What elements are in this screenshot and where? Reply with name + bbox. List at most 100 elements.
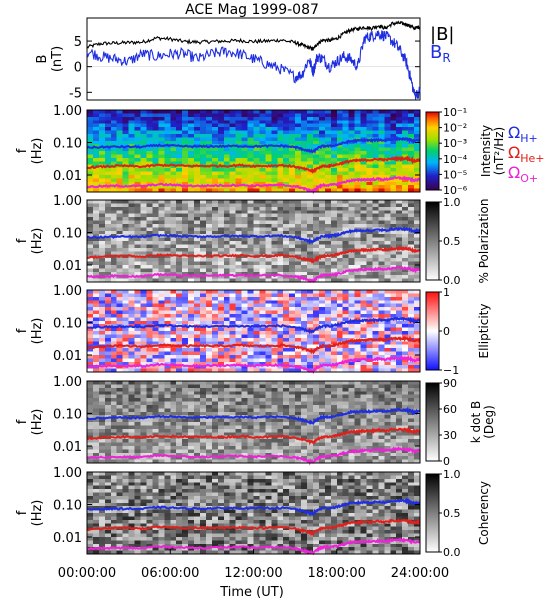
heatmap-cell [176,116,183,121]
heatmap-cell [372,334,379,339]
heatmap-cell [92,348,100,352]
heatmap-cell [378,278,385,283]
heatmap-cell [402,365,409,369]
heatmap-cell [229,432,237,437]
heatmap-cell [366,203,373,208]
heatmap-cell [134,351,141,356]
heatmap-cell [134,220,141,225]
heatmap-cell [265,168,272,172]
heatmap-cell [330,300,338,305]
heatmap-cell [199,391,207,396]
heatmap-cell [128,247,135,252]
heatmap-cell [277,387,284,392]
heatmap-cell [312,251,320,256]
heatmap-cell [211,341,219,346]
heatmap-cell [330,116,338,121]
heatmap-cell [396,181,403,186]
heatmap-cell [104,200,112,204]
heatmap-cell [146,351,153,356]
heatmap-cell [259,220,266,225]
heatmap-cell [170,459,177,464]
heatmap-cell [211,449,219,454]
heatmap-cell [98,168,106,172]
heatmap-cell [235,331,243,335]
heatmap-cell [378,210,385,215]
heatmap-cell [360,307,367,311]
heatmap-cell [283,401,290,406]
heatmap-cell [128,348,135,352]
heatmap-cell [336,123,344,128]
heatmap-cell [223,411,231,416]
heatmap-cell [194,237,201,242]
heatmap-cell [366,113,373,118]
heatmap-cell [414,296,421,301]
heatmap-cell [164,348,171,352]
heatmap-cell [259,351,266,356]
heatmap-cell [164,110,171,114]
heatmap-cell [229,456,237,460]
heatmap-cell [366,324,373,328]
heatmap-cell [378,258,385,262]
heatmap-cell [211,290,219,294]
heatmap-cell [152,181,159,186]
heatmap-cell [265,110,272,114]
heatmap-cell [307,137,314,142]
heatmap-cell [152,348,159,352]
heatmap-cell [194,268,201,273]
heatmap-cell [211,358,219,363]
heatmap-cell [318,268,326,273]
heatmap-cell [366,331,373,335]
heatmap-cell [289,303,296,308]
heatmap-cell [140,220,147,225]
heatmap-cell [170,452,177,457]
heatmap-cell [342,127,350,131]
heatmap-cell [408,133,415,138]
heatmap-cell [122,185,130,189]
heatmap-cell [295,241,302,245]
heatmap-cell [98,331,106,335]
heatmap-cell [116,351,124,356]
heatmap-cell [378,268,385,273]
heatmap-cell [146,404,153,409]
heatmap-cell [307,358,314,363]
heatmap-cell [205,368,213,373]
heatmap-cell [336,290,344,294]
heatmap-cell [289,110,296,114]
heatmap-cell [194,217,201,221]
heatmap-cell [217,358,225,363]
heatmap-cell [330,275,338,279]
heatmap-cell [414,181,421,186]
heatmap-cell [283,227,290,232]
heatmap-cell [152,140,159,145]
heatmap-cell [342,296,350,301]
heatmap-cell [194,449,201,454]
heatmap-cell [402,307,409,311]
heatmap-cell [223,290,231,294]
heatmap-cell [241,247,248,252]
heatmap-cell [87,331,94,335]
heatmap-cell [348,144,355,148]
heatmap-cell [140,439,147,443]
heatmap-cell [92,113,100,118]
heatmap-cell [87,217,94,221]
heatmap-cell [241,408,248,413]
heatmap-cell [229,278,237,283]
heatmap-cell [104,442,112,447]
heatmap-cell [104,300,112,305]
heatmap-cell [182,408,189,413]
heatmap-cell [283,127,290,131]
heatmap-cell [360,154,367,159]
b-series-magnitude [86,20,421,51]
heatmap-cell [182,387,189,392]
heatmap-cell [158,398,165,402]
heatmap-cell [277,354,284,359]
heatmap-cell [354,206,361,211]
heatmap-cell [241,133,248,138]
heatmap-cell [182,181,189,186]
heatmap-cell [324,206,332,211]
heatmap-cell [140,387,147,392]
heatmap-cell [146,188,153,193]
heatmap-cell [402,188,409,193]
heatmap-cell [116,401,124,406]
heatmap-cell [283,178,290,183]
